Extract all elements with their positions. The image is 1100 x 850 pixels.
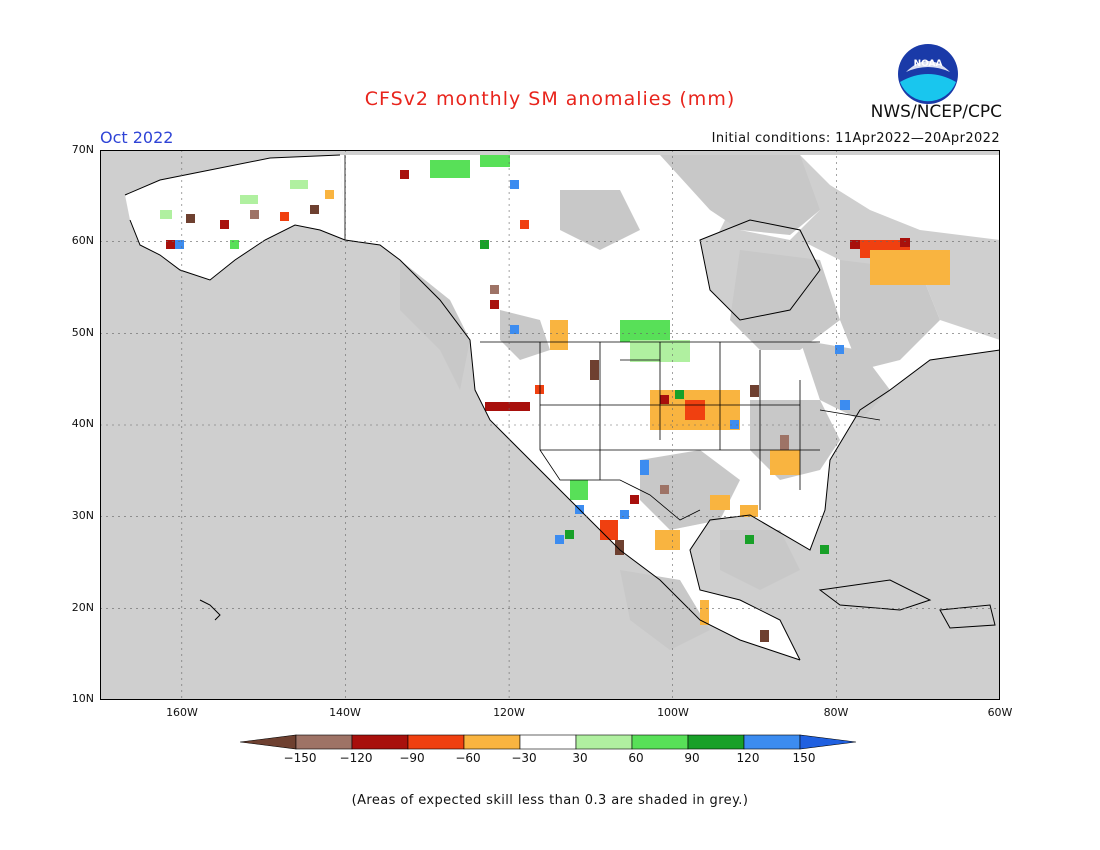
lon-label: 60W (987, 706, 1013, 719)
color-legend (240, 734, 857, 750)
lon-label: 140W (329, 706, 361, 719)
legend-swatch (240, 734, 297, 750)
legend-tick-label: −150 (283, 751, 317, 765)
lat-label: 30N (71, 509, 94, 522)
lat-label: 60N (71, 234, 94, 247)
legend-tick-label: −30 (511, 751, 537, 765)
lat-label: 10N (71, 692, 94, 705)
lat-label: 50N (71, 326, 94, 339)
legend-tick-label: 60 (628, 751, 644, 765)
legend-swatch (351, 734, 409, 750)
legend-swatch (407, 734, 465, 750)
forecast-month: Oct 2022 (100, 128, 174, 147)
agency-label: NWS/NCEP/CPC (870, 102, 1002, 122)
soil-moisture-anomaly-map (100, 150, 1000, 700)
lon-label: 160W (166, 706, 198, 719)
graticule (100, 150, 1000, 700)
legend-tick-label: −120 (339, 751, 373, 765)
lat-label: 40N (71, 417, 94, 430)
legend-tick-label: 120 (736, 751, 760, 765)
legend-swatch (295, 734, 353, 750)
legend-swatch (687, 734, 745, 750)
map-title: CFSv2 monthly SM anomalies (mm) (364, 88, 736, 110)
initial-conditions: Initial conditions: 11Apr2022—20Apr2022 (711, 131, 1000, 146)
lon-label: 120W (493, 706, 525, 719)
coastlines (124, 154, 1000, 661)
political-boundaries (344, 155, 881, 521)
noaa-logo: NOAA (896, 42, 960, 110)
legend-swatch (519, 734, 577, 750)
legend-swatch (575, 734, 633, 750)
legend-tick-label: −60 (455, 751, 481, 765)
legend-swatch (463, 734, 521, 750)
legend-swatch (799, 734, 857, 750)
legend-tick-label: 90 (684, 751, 700, 765)
legend-tick-label: −90 (399, 751, 425, 765)
noaa-logo-text: NOAA (914, 59, 943, 69)
legend-swatch (743, 734, 801, 750)
skill-note: (Areas of expected skill less than 0.3 a… (351, 793, 749, 808)
legend-swatch (631, 734, 689, 750)
lat-label: 20N (71, 601, 94, 614)
legend-tick-label: 30 (572, 751, 588, 765)
lat-label: 70N (71, 143, 94, 156)
anomaly-cells (160, 155, 950, 642)
lon-label: 100W (657, 706, 689, 719)
low-skill-shading (400, 155, 940, 650)
lon-label: 80W (823, 706, 849, 719)
legend-tick-label: 150 (792, 751, 816, 765)
